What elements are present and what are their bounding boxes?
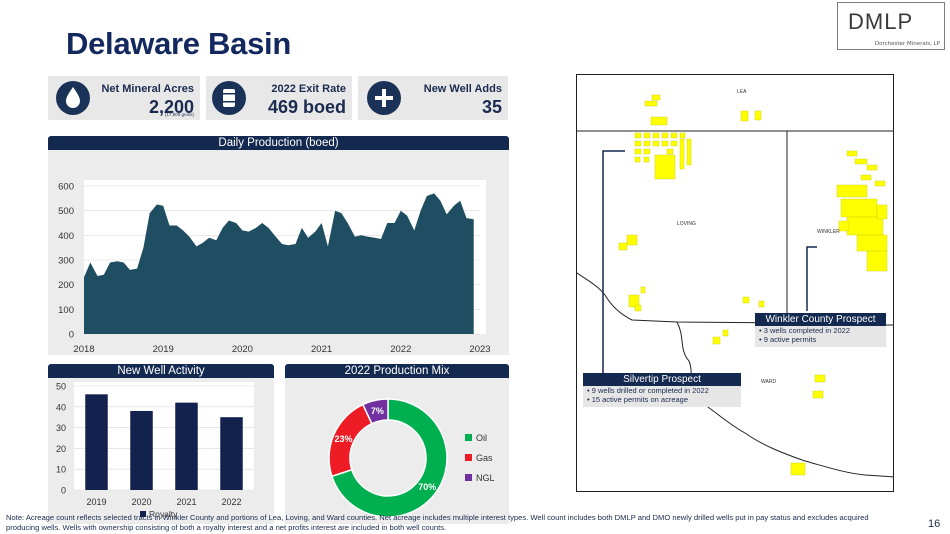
kpi-new-well-adds: New Well Adds 35 <box>358 76 508 120</box>
oil-barrel-icon <box>212 81 246 115</box>
county-label: WINKLER <box>817 229 840 235</box>
activity-chart-area: 0 10 20 30 40 50 2019 2020 2021 2022 Royalty <box>48 378 274 524</box>
logo-subtitle: Dorchester Minerals, LP <box>874 41 940 47</box>
data-label: 23% <box>334 434 352 444</box>
y-tick-label: 600 <box>58 182 74 193</box>
logo-text: DMLP <box>848 9 914 34</box>
company-logo: DMLP Dorchester Minerals, LP <box>837 2 945 50</box>
donut-slice <box>361 398 389 425</box>
bar <box>130 410 153 490</box>
plus-icon <box>367 81 401 115</box>
bar <box>85 394 108 490</box>
silvertip-callout: Silvertip Prospect • 9 wells drilled or … <box>583 373 741 407</box>
y-tick-label: 50 <box>56 382 66 392</box>
mix-chart-area: 70% 23% 7% Oil Gas NGL <box>285 378 509 524</box>
x-tick-label: 2021 <box>176 497 196 507</box>
bar <box>175 402 198 490</box>
x-tick-label: 2018 <box>73 344 94 355</box>
county-label: LEA <box>737 89 747 95</box>
kpi-value: 35 <box>481 97 502 117</box>
winkler-callout: Winkler County Prospect • 3 wells comple… <box>755 313 886 347</box>
legend-label: Oil <box>476 433 487 443</box>
water-drop-icon <box>56 81 90 115</box>
y-tick-label: 300 <box>58 256 74 267</box>
y-tick-label: 200 <box>58 280 74 291</box>
y-tick-label: 0 <box>69 330 74 341</box>
y-tick-label: 20 <box>56 444 66 454</box>
y-tick-label: 10 <box>56 465 66 475</box>
production-chart-area: 0 100 200 300 400 500 600 2018 2019 2020 2021 2022 2… <box>48 150 509 355</box>
callout-line: • 15 active permits on acreage <box>587 395 689 404</box>
well-activity-bar-chart: 0 10 20 30 40 50 2019 2020 2021 2022 Royalty <box>56 382 254 519</box>
callout-line: • 9 active permits <box>759 335 817 344</box>
panel-title: New Well Activity <box>48 364 274 378</box>
y-tick-label: 100 <box>58 305 74 316</box>
legend-label: NGL <box>476 473 495 483</box>
y-tick-label: 0 <box>61 486 66 496</box>
legend-swatch <box>465 454 472 461</box>
kpi-label: New Well Adds <box>423 83 502 95</box>
page-number: 16 <box>928 518 941 530</box>
y-tick-label: 40 <box>56 402 66 412</box>
footnote: Note: Acreage count reflects selected tr… <box>6 513 869 532</box>
callout-title: Winkler County Prospect <box>755 313 886 326</box>
kpi-label: 2022 Exit Rate <box>271 83 346 95</box>
bar <box>220 417 243 490</box>
activity-panel: New Well Activity 0 10 20 30 40 50 2019 2020 202… <box>48 364 274 524</box>
callout-line: • 9 wells drilled or completed in 2022 <box>587 386 709 395</box>
county-label: WARD <box>761 379 776 385</box>
page-title: Delaware Basin <box>66 26 291 61</box>
panel-title: Daily Production (boed) <box>48 136 509 150</box>
callout-title: Silvertip Prospect <box>583 373 741 386</box>
y-tick-label: 400 <box>58 231 74 242</box>
x-tick-label: 2020 <box>232 344 253 355</box>
production-area-series <box>84 193 474 334</box>
x-tick-label: 2020 <box>131 497 151 507</box>
kpi-value: 469 boed <box>267 97 346 117</box>
kpi-value: 2,200 <box>148 97 194 117</box>
county-map: LEA LOVING WINKLER WARD <box>577 89 893 478</box>
y-tick-label: 30 <box>56 423 66 433</box>
x-tick-label: 2022 <box>390 344 411 355</box>
x-tick-label: 2023 <box>469 344 490 355</box>
production-area-chart: 0 100 200 300 400 500 600 2018 2019 2020 2021 2022 2… <box>58 180 491 355</box>
callout-line: • 3 wells completed in 2022 <box>759 326 851 335</box>
kpi-label: Net Mineral Acres <box>101 83 194 95</box>
legend-swatch <box>465 474 472 481</box>
legend-swatch <box>465 434 472 441</box>
x-tick-label: 2021 <box>311 344 332 355</box>
panel-title: 2022 Production Mix <box>285 364 509 378</box>
legend-label: Royalty <box>149 509 178 519</box>
kpi-exit-rate: 2022 Exit Rate 469 boed <box>206 76 352 120</box>
legend-swatch <box>140 511 146 517</box>
donut-slice <box>330 398 448 518</box>
kpi-net-mineral-acres: Net Mineral Acres 2,200 (17,800 gross) <box>48 76 200 120</box>
mix-panel: 2022 Production Mix 70% 23% 7% Oil Gas NGL <box>285 364 509 524</box>
data-label: 70% <box>418 482 436 492</box>
x-tick-label: 2019 <box>86 497 106 507</box>
basin-map: LEA LOVING WINKLER WARD Winkler County P… <box>576 74 894 492</box>
production-mix-donut: 70% 23% 7% Oil Gas NGL <box>328 398 495 518</box>
x-tick-label: 2019 <box>153 344 174 355</box>
production-panel: Daily Production (boed) 0 100 200 300 400 500… <box>48 136 509 355</box>
x-tick-label: 2022 <box>221 497 241 507</box>
mineral-tracts <box>618 94 888 476</box>
kpi-subvalue: (17,800 gross) <box>164 112 194 117</box>
legend-label: Gas <box>476 453 493 463</box>
county-label: LOVING <box>677 221 696 227</box>
y-tick-label: 500 <box>58 206 74 217</box>
data-label: 7% <box>371 406 384 416</box>
